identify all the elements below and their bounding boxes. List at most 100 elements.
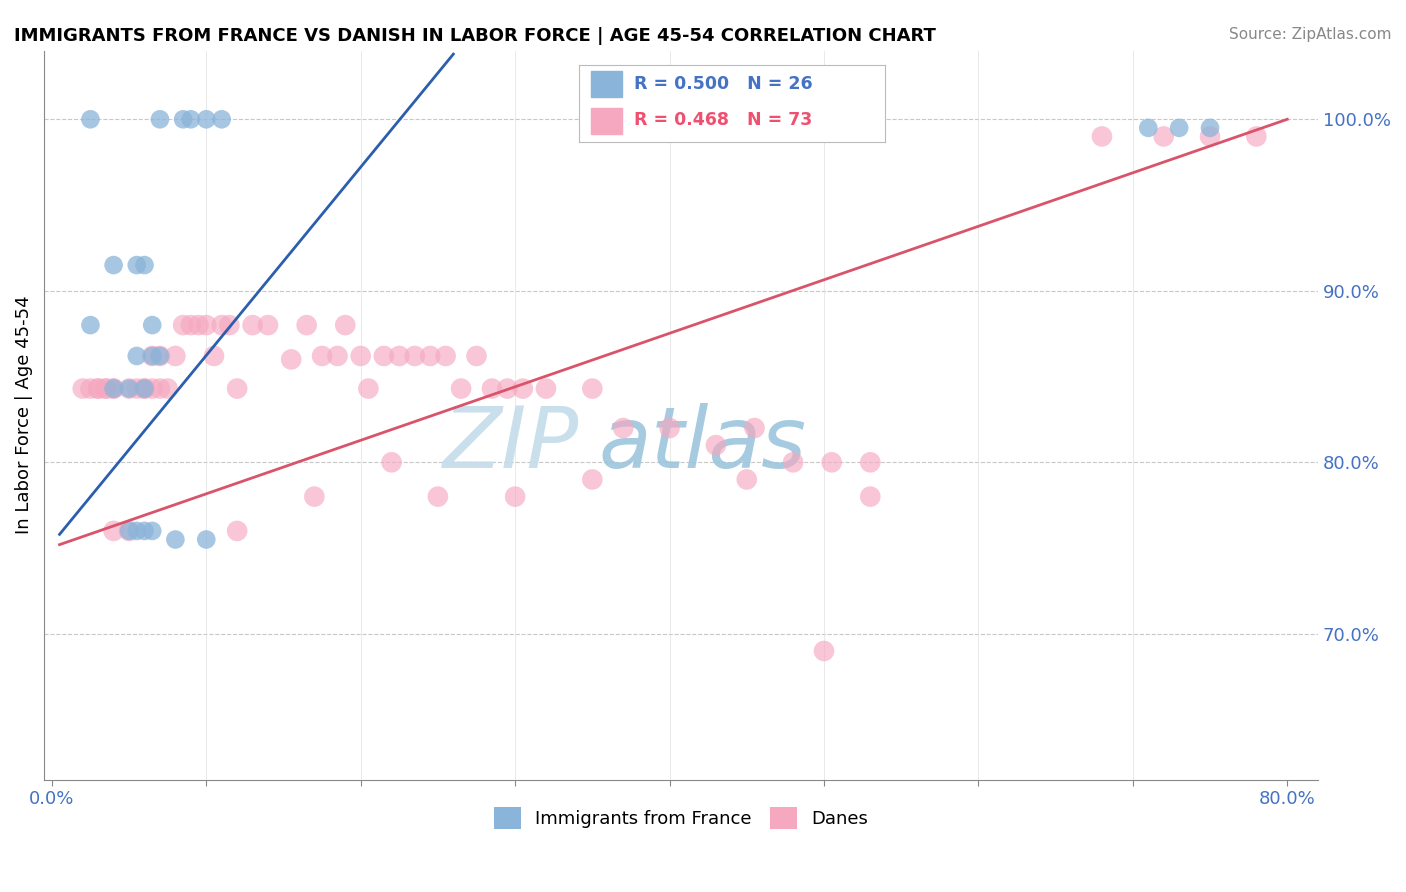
Point (295, 318, 318, 332)
Point (125, 258, 148, 272)
Point (226, 382, 249, 396)
Point (581, 473, 603, 487)
Point (1091, 129, 1114, 144)
Point (1137, 120, 1160, 135)
Point (180, 112, 202, 127)
Point (79, 112, 101, 127)
Point (481, 382, 503, 396)
Point (335, 318, 357, 332)
Point (125, 382, 148, 396)
Point (125, 349, 148, 363)
Point (612, 421, 634, 435)
Point (187, 318, 209, 332)
Text: ZIP: ZIP (443, 403, 579, 486)
Point (859, 490, 882, 504)
Point (149, 349, 172, 363)
Point (419, 349, 441, 363)
Point (103, 524, 125, 538)
Point (118, 524, 141, 538)
Point (735, 473, 758, 487)
Point (149, 112, 172, 127)
Point (94, 382, 117, 396)
Point (202, 349, 225, 363)
Point (103, 382, 125, 396)
Point (373, 349, 395, 363)
Point (149, 349, 172, 363)
Point (134, 382, 156, 396)
Point (1153, 129, 1175, 144)
Point (103, 382, 125, 396)
Point (512, 382, 534, 396)
Point (87, 382, 110, 396)
Point (1168, 120, 1191, 135)
Point (141, 318, 163, 332)
Point (79, 318, 101, 332)
Point (195, 533, 218, 547)
Point (149, 382, 172, 396)
Point (141, 524, 163, 538)
Point (388, 349, 411, 363)
Point (744, 421, 766, 435)
Point (581, 382, 603, 396)
Point (450, 382, 472, 396)
Point (1199, 120, 1222, 135)
Point (434, 349, 457, 363)
Point (350, 349, 373, 363)
Point (72, 382, 94, 396)
Point (1246, 129, 1268, 144)
Point (226, 524, 249, 538)
Point (94, 382, 117, 396)
Y-axis label: In Labor Force | Age 45-54: In Labor Force | Age 45-54 (15, 296, 32, 534)
Point (172, 112, 194, 127)
Point (156, 382, 179, 396)
Point (103, 382, 125, 396)
Point (103, 258, 125, 272)
Point (658, 421, 681, 435)
Point (195, 318, 218, 332)
Point (534, 382, 557, 396)
Point (125, 524, 148, 538)
Point (326, 349, 349, 363)
Point (404, 349, 426, 363)
Point (134, 382, 156, 396)
Point (141, 382, 163, 396)
Point (304, 490, 326, 504)
Point (381, 455, 404, 469)
Point (118, 382, 141, 396)
Point (503, 490, 526, 504)
Point (118, 524, 141, 538)
Point (465, 349, 488, 363)
Point (165, 349, 187, 363)
Text: Source: ZipAtlas.com: Source: ZipAtlas.com (1229, 27, 1392, 42)
Point (87, 382, 110, 396)
Point (280, 352, 302, 367)
Point (211, 112, 233, 127)
Point (118, 382, 141, 396)
Point (704, 438, 727, 452)
Point (218, 318, 240, 332)
Point (859, 455, 882, 469)
Point (813, 644, 835, 658)
Point (311, 349, 333, 363)
Point (357, 382, 380, 396)
Point (242, 318, 264, 332)
Text: IMMIGRANTS FROM FRANCE VS DANISH IN LABOR FORCE | AGE 45-54 CORRELATION CHART: IMMIGRANTS FROM FRANCE VS DANISH IN LABO… (14, 27, 936, 45)
Point (141, 349, 163, 363)
Point (211, 318, 233, 332)
Point (134, 258, 156, 272)
Point (134, 524, 156, 538)
Point (134, 382, 156, 396)
Point (496, 382, 519, 396)
Point (172, 318, 194, 332)
Point (165, 533, 187, 547)
Point (1199, 129, 1222, 144)
Point (195, 112, 218, 127)
Point (79, 382, 101, 396)
Point (821, 455, 844, 469)
Point (782, 455, 804, 469)
Point (426, 490, 449, 504)
Point (141, 349, 163, 363)
Legend: Immigrants from France, Danes: Immigrants from France, Danes (486, 800, 876, 836)
Point (257, 318, 280, 332)
Point (180, 318, 202, 332)
